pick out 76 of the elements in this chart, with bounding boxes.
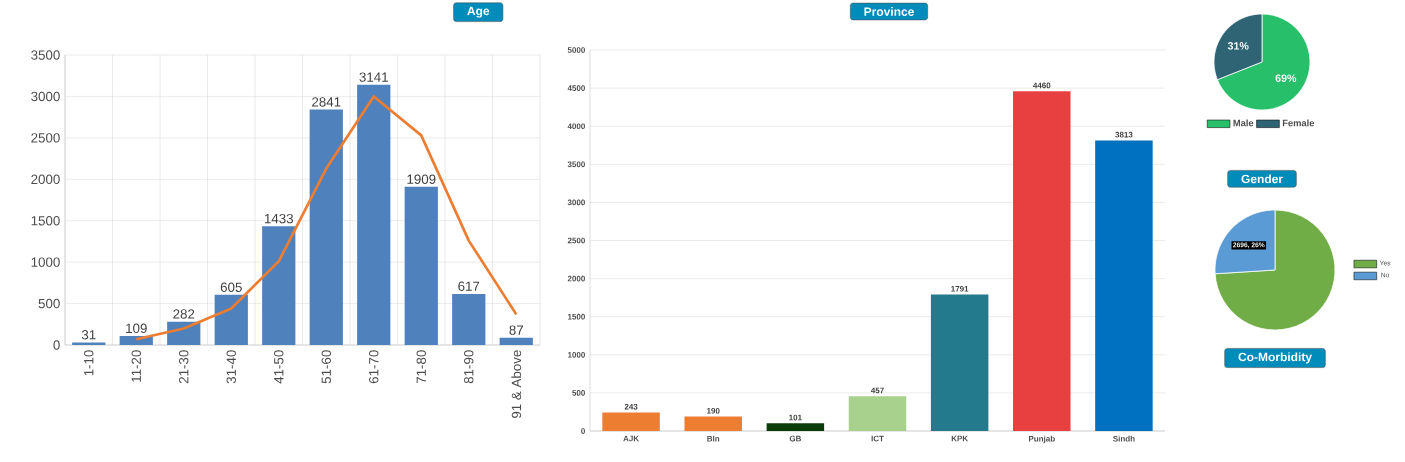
x-tick-label: GB	[789, 435, 801, 442]
y-tick-label: 3000	[567, 199, 585, 206]
data-label: 457	[870, 387, 884, 394]
y-tick-label: 0	[581, 428, 585, 434]
y-tick-label: 3500	[31, 50, 60, 60]
y-tick-label: 0	[53, 340, 60, 350]
y-tick-label: 4500	[567, 85, 585, 91]
bar	[602, 412, 660, 431]
y-tick-label: 4000	[567, 123, 585, 130]
bar	[766, 423, 825, 431]
chart-title: Age	[467, 6, 490, 18]
y-tick-label: 2000	[567, 275, 585, 282]
x-tick-label: 31-40	[226, 350, 236, 384]
x-tick-label: 41-50	[274, 350, 284, 384]
legend-label: Male	[1233, 119, 1254, 127]
data-label: 1791	[951, 285, 969, 292]
y-tick-label: 1500	[31, 216, 60, 226]
bar	[499, 337, 533, 345]
data-label: 3813	[1115, 131, 1133, 138]
y-tick-label: 500	[38, 298, 60, 309]
y-tick-label: 3500	[567, 161, 585, 168]
text: Co-Morbidity	[1238, 352, 1312, 364]
y-tick-label: 500	[572, 390, 585, 396]
x-tick-label: KPK	[951, 435, 969, 442]
data-label: 31%	[1227, 42, 1249, 50]
bar	[309, 109, 343, 345]
chart-title: Province	[864, 7, 914, 16]
y-tick-label: 3000	[31, 91, 60, 102]
x-tick-label: Punjab	[1029, 435, 1055, 444]
bar	[214, 294, 248, 345]
bar	[262, 226, 296, 345]
y-tick-label: 2500	[567, 237, 585, 244]
x-tick-label: 51-60	[321, 350, 331, 384]
x-tick-label: 11-20	[131, 350, 141, 382]
bar	[72, 342, 106, 345]
x-tick-label: Sindh	[1113, 435, 1135, 442]
y-tick-label: 1500	[568, 313, 585, 320]
bar	[404, 186, 438, 345]
x-tick-label: 21-30	[179, 350, 189, 384]
bar	[1095, 140, 1153, 431]
data-label: 2841	[312, 97, 341, 107]
data-label: 3141	[359, 72, 388, 82]
x-tick-label: Bln	[707, 435, 720, 442]
data-label: 69%	[1275, 74, 1297, 82]
text: Gender	[1241, 174, 1283, 184]
data-label: 617	[458, 281, 480, 291]
bar	[357, 84, 391, 345]
data-label: 4460	[1033, 82, 1051, 89]
x-tick-label: 81-90	[464, 350, 474, 384]
y-tick-label: 5000	[567, 47, 585, 53]
bar	[684, 416, 742, 431]
bar	[452, 293, 486, 345]
bar	[1013, 91, 1071, 431]
x-tick-label: 91 & Above	[511, 350, 522, 419]
data-label: 87	[509, 325, 524, 335]
data-label: 1909	[407, 174, 436, 184]
bar	[848, 396, 907, 431]
data-label: 1433	[264, 213, 294, 224]
data-label: 190	[707, 407, 720, 414]
x-tick-label: 71-80	[416, 350, 426, 384]
x-tick-label: 61-70	[369, 350, 379, 384]
y-tick-label: 1000	[31, 257, 60, 267]
data-label: 282	[173, 309, 195, 319]
data-label: 109	[126, 323, 147, 334]
bar	[930, 294, 989, 431]
legend-label: Female	[1282, 119, 1315, 127]
y-tick-label: 2500	[31, 133, 60, 143]
x-tick-label: 1-10	[84, 350, 94, 376]
data-label: 101	[789, 414, 802, 421]
x-tick-label: AJK	[623, 435, 640, 442]
data-label: 605	[220, 282, 242, 292]
data-label: 243	[624, 403, 638, 410]
x-tick-label: ICT	[871, 435, 884, 442]
y-tick-label: 2000	[31, 174, 60, 185]
data-label: 31	[81, 330, 96, 340]
y-tick-label: 1000	[568, 351, 585, 358]
